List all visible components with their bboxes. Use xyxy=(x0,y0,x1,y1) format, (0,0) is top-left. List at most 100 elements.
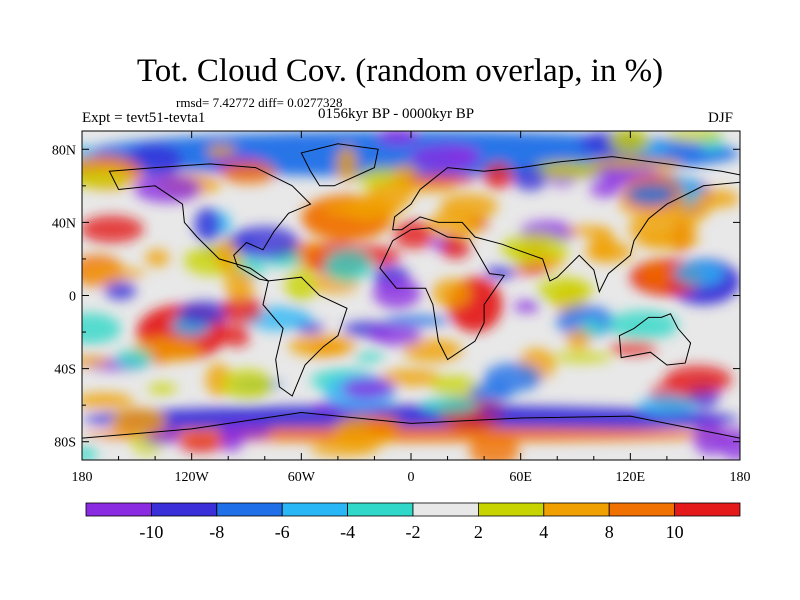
field-patch xyxy=(609,341,658,355)
field-patch xyxy=(344,195,401,222)
field-patch xyxy=(193,207,221,243)
y-tick-label: 80S xyxy=(54,436,76,451)
field-patch xyxy=(224,268,255,300)
field-patch xyxy=(82,169,133,188)
colorbar-swatch xyxy=(216,502,283,517)
coastline-south-america xyxy=(262,276,348,397)
colorbar-swatch xyxy=(674,502,741,517)
y-tick-label: 0 xyxy=(69,290,76,305)
coastline-antarctica xyxy=(82,411,740,439)
x-tick-label: 180 xyxy=(730,470,751,485)
field-patch xyxy=(372,277,421,309)
field-patch xyxy=(296,322,325,334)
field-patch xyxy=(365,415,401,434)
field-patch xyxy=(537,276,594,305)
colorbar: -10 -8 -6 -4 -2 2 4 8 10 xyxy=(85,502,741,542)
field-patch xyxy=(484,362,542,393)
field-patch xyxy=(104,280,137,301)
field-patch xyxy=(690,189,740,209)
field-patch xyxy=(284,268,317,303)
contour-field xyxy=(82,131,740,460)
x-tick-label: 120E xyxy=(616,470,646,485)
x-tick-label: 60E xyxy=(509,470,532,485)
colorbar-label: -2 xyxy=(406,522,421,542)
field-patch xyxy=(439,193,499,220)
field-patch xyxy=(512,166,548,191)
field-patch xyxy=(693,420,728,456)
stats-label: rmsd= 7.42772 diff= 0.0277328 xyxy=(176,95,343,110)
field-patch xyxy=(383,315,451,327)
field-patch xyxy=(552,352,612,363)
field-patch xyxy=(133,174,202,203)
colorbar-swatch xyxy=(150,502,218,517)
field-patch xyxy=(223,324,250,348)
field-patch xyxy=(221,295,264,324)
field-patch xyxy=(664,365,733,394)
colorbar-label: 10 xyxy=(666,522,684,542)
colorbar-label: -6 xyxy=(275,522,290,542)
colorbar-swatch xyxy=(85,502,152,517)
field-patch xyxy=(354,352,385,363)
field-patch xyxy=(609,131,651,154)
colorbar-label: 8 xyxy=(605,522,614,542)
field-patch xyxy=(673,261,725,286)
colorbar-label: -10 xyxy=(139,522,163,542)
field-patch xyxy=(82,355,111,367)
field-patch xyxy=(215,238,238,274)
field-patch xyxy=(589,182,622,198)
coastlines xyxy=(82,143,740,439)
colorbar-label: 2 xyxy=(474,522,483,542)
field-patch xyxy=(432,278,471,309)
colorbar-swatch xyxy=(543,502,610,517)
coastline-africa xyxy=(379,227,506,361)
colorbar-swatch xyxy=(412,502,479,517)
period-label: 0156kyr BP - 0000kyr BP xyxy=(318,106,475,122)
field-patch xyxy=(228,226,300,260)
field-patch xyxy=(116,348,153,369)
season-label: DJF xyxy=(708,110,734,126)
colorbar-swatch xyxy=(608,502,676,517)
field-patch xyxy=(336,146,358,183)
field-patch xyxy=(718,428,740,460)
field-patch xyxy=(221,161,277,185)
coastline-australia xyxy=(618,313,692,366)
field-patch xyxy=(82,215,144,243)
field-patch xyxy=(478,407,520,419)
field-patch xyxy=(323,249,373,283)
field-patch xyxy=(638,394,696,416)
field-patch xyxy=(513,300,540,313)
field-patch xyxy=(408,173,477,186)
x-tick-label: 180 xyxy=(72,470,93,485)
field-patch xyxy=(590,227,616,262)
field-patch xyxy=(446,146,480,162)
field-patch xyxy=(177,300,233,325)
coastline-north-america xyxy=(108,163,312,282)
coastline-greenland xyxy=(300,143,379,187)
axis-ticks: 180 120W 60W 0 60E 120E 180 80N 40N 0 40S 80S xyxy=(52,131,751,485)
field-patch xyxy=(421,396,479,415)
field-patch xyxy=(635,232,700,250)
experiment-label: Expt = tevt51-tevta1 xyxy=(82,110,206,126)
field-patch xyxy=(310,442,377,457)
field-patch xyxy=(590,157,660,170)
field-patch xyxy=(82,446,98,460)
field-patch xyxy=(111,407,167,436)
field-patch xyxy=(430,375,480,397)
x-tick-label: 0 xyxy=(408,470,415,485)
field-patch xyxy=(626,183,677,206)
colorbar-swatch xyxy=(281,502,349,517)
colorbar-label: -8 xyxy=(209,522,224,542)
field-patch xyxy=(393,220,435,249)
field-patch xyxy=(341,377,395,399)
chart-title: Tot. Cloud Cov. (random overlap, in %) xyxy=(136,53,664,89)
field-patch xyxy=(82,312,121,345)
field-patch xyxy=(468,436,520,460)
field-patch xyxy=(482,162,514,190)
field-patch xyxy=(402,338,463,363)
colorbar-swatch xyxy=(477,502,545,517)
field-patch xyxy=(638,261,673,290)
field-patch xyxy=(484,266,516,280)
field-patch xyxy=(513,263,550,275)
y-tick-label: 40S xyxy=(54,363,76,378)
